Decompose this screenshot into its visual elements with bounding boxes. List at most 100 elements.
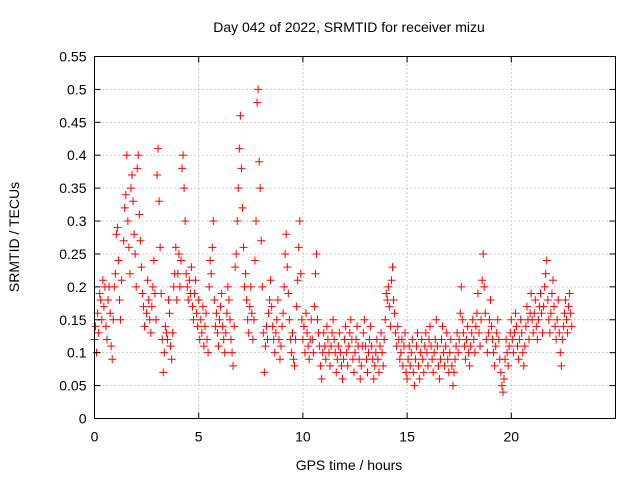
data-point: [126, 184, 135, 193]
data-point: [454, 348, 463, 357]
data-point: [99, 302, 108, 311]
data-point: [182, 269, 191, 278]
data-point: [332, 368, 341, 377]
data-point: [242, 296, 251, 305]
data-point: [212, 309, 221, 318]
data-point: [345, 328, 354, 337]
data-point: [140, 322, 149, 331]
data-point: [267, 302, 276, 311]
data-point: [486, 296, 495, 305]
data-point: [430, 348, 439, 357]
data-point: [544, 315, 553, 324]
data-point: [465, 361, 474, 370]
data-point: [181, 217, 190, 226]
data-point: [147, 302, 156, 311]
plot-frame: [94, 56, 616, 419]
data-point: [407, 348, 416, 357]
data-point: [563, 328, 572, 337]
data-point: [462, 335, 471, 344]
data-point: [173, 269, 182, 278]
data-point: [351, 348, 359, 357]
data-point: [187, 263, 196, 272]
data-point: [421, 328, 430, 337]
data-point: [491, 342, 500, 351]
data-point: [271, 328, 280, 337]
data-point: [171, 243, 180, 252]
data-point: [199, 342, 208, 351]
data-point: [294, 243, 303, 252]
data-point: [259, 328, 268, 337]
data-point: [392, 342, 401, 351]
data-point: [218, 322, 227, 331]
data-point: [223, 282, 232, 291]
data-point: [451, 355, 460, 364]
data-point: [282, 230, 291, 239]
data-point: [113, 223, 122, 232]
x-axis-label: GPS time / hours: [296, 457, 403, 473]
data-point: [554, 296, 563, 305]
data-point: [364, 348, 373, 357]
data-point: [166, 342, 175, 351]
data-point: [203, 335, 212, 344]
data-point: [476, 342, 485, 351]
data-point: [230, 322, 239, 331]
data-point: [341, 322, 350, 331]
data-point: [551, 322, 560, 331]
data-point: [518, 348, 527, 357]
data-point: [335, 328, 344, 337]
data-point: [558, 335, 567, 344]
y-tick-label: 0.5: [67, 81, 87, 97]
data-point: [473, 289, 482, 298]
data-point: [376, 342, 385, 351]
data-point: [222, 309, 231, 318]
data-point: [138, 289, 147, 298]
data-point: [357, 361, 366, 370]
data-point: [372, 335, 381, 344]
data-point: [153, 170, 162, 179]
data-point: [395, 355, 404, 364]
data-point: [270, 348, 279, 357]
data-point: [191, 276, 200, 285]
data-point: [487, 322, 496, 331]
data-point: [504, 361, 513, 370]
data-point: [388, 263, 397, 272]
data-point: [496, 368, 505, 377]
data-point: [377, 328, 386, 337]
data-point: [155, 197, 164, 206]
data-point: [559, 322, 568, 331]
data-point: [340, 335, 349, 344]
data-point: [297, 315, 306, 324]
data-point: [514, 355, 523, 364]
data-point: [556, 348, 565, 357]
data-point: [412, 342, 421, 351]
data-point: [422, 348, 431, 357]
data-point: [217, 289, 226, 298]
data-point: [137, 263, 146, 272]
data-point: [220, 348, 229, 357]
data-point: [414, 361, 423, 370]
data-point: [215, 315, 224, 324]
data-point: [441, 342, 450, 351]
data-point: [415, 375, 424, 384]
data-point: [111, 269, 120, 278]
data-point: [459, 328, 468, 337]
data-point: [525, 335, 534, 344]
data-point: [144, 296, 153, 305]
data-point: [382, 289, 391, 298]
data-point: [481, 309, 490, 318]
data-point: [264, 309, 273, 318]
data-point: [363, 368, 372, 377]
data-point: [231, 263, 240, 272]
data-point: [115, 296, 124, 305]
data-point: [128, 170, 137, 179]
data-point: [510, 328, 519, 337]
data-point: [149, 256, 158, 265]
data-point: [205, 282, 214, 291]
data-point: [160, 348, 169, 357]
data-point: [201, 309, 210, 318]
data-point: [168, 328, 177, 337]
data-point: [402, 368, 411, 377]
data-point: [151, 315, 160, 324]
data-point: [511, 309, 520, 318]
data-point: [531, 296, 540, 305]
